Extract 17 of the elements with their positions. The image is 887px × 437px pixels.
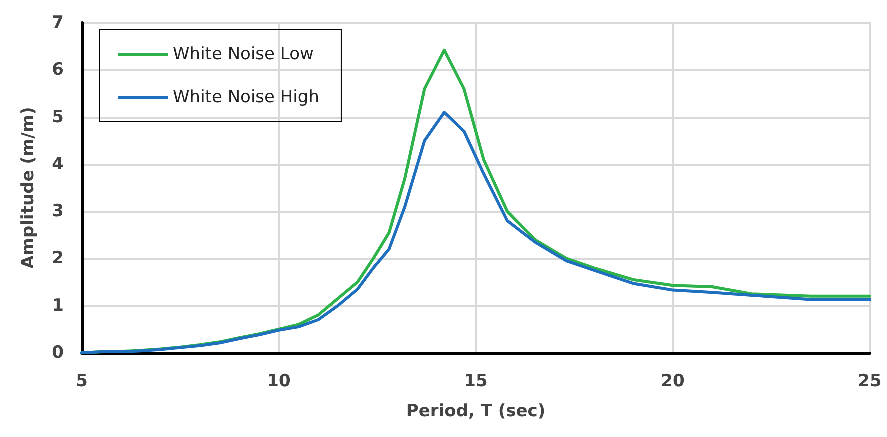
y-tick-label: 7 [52, 13, 64, 33]
y-tick-label: 5 [52, 107, 64, 128]
y-tick-label: 0 [52, 343, 64, 363]
x-tick-label: 20 [661, 372, 685, 392]
y-axis-title: Amplitude (m/m) [18, 107, 38, 269]
x-tick-label: 10 [267, 372, 291, 392]
y-tick-label: 6 [52, 60, 64, 80]
y-tick-label: 2 [52, 248, 64, 269]
y-tick-label: 3 [52, 202, 64, 222]
legend-label: White Noise Low [173, 44, 314, 64]
y-tick-label: 1 [52, 296, 64, 316]
legend-label: White Noise High [173, 88, 320, 108]
x-tick-label: 15 [464, 372, 488, 392]
x-tick-label: 5 [76, 372, 88, 392]
x-axis-title: Period, T (sec) [406, 402, 546, 422]
x-tick-label: 25 [858, 372, 882, 392]
y-tick-label: 4 [52, 154, 64, 174]
